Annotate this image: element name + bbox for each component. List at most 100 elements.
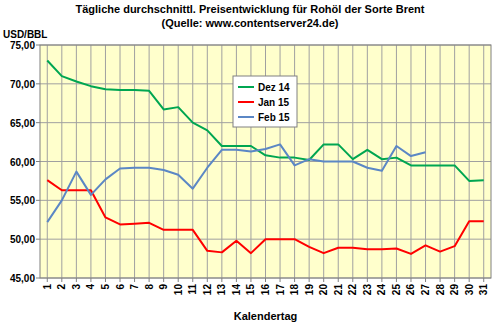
legend-label: Jan 15 <box>258 97 290 108</box>
x-grid-line <box>367 45 368 278</box>
background <box>0 0 500 326</box>
x-tick-label: 14 <box>231 284 242 296</box>
x-grid-line <box>483 45 484 278</box>
legend-label: Dez 14 <box>258 82 290 93</box>
x-tick <box>454 278 455 282</box>
x-tick-label: 2 <box>56 284 67 290</box>
x-tick <box>221 278 222 282</box>
x-tick-label: 25 <box>391 284 402 296</box>
x-grid-line <box>469 45 470 278</box>
x-tick-label: 27 <box>420 284 431 296</box>
x-grid-line <box>454 45 455 278</box>
x-tick <box>294 278 295 282</box>
x-tick <box>90 278 91 282</box>
legend-box <box>233 76 297 127</box>
x-tick-label: 3 <box>71 284 82 290</box>
x-tick <box>367 278 368 282</box>
x-tick <box>178 278 179 282</box>
x-tick <box>483 278 484 282</box>
x-tick-label: 21 <box>333 284 344 296</box>
x-tick <box>338 278 339 282</box>
x-tick-label: 30 <box>464 284 475 296</box>
x-grid-line <box>105 45 106 278</box>
x-tick <box>149 278 150 282</box>
x-axis-label: Kalendertag <box>234 310 298 322</box>
x-grid-line <box>149 45 150 278</box>
x-tick <box>265 278 266 282</box>
x-tick-label: 24 <box>376 284 387 296</box>
x-tick-label: 1 <box>42 284 53 290</box>
x-grid-line <box>309 45 310 278</box>
x-tick-label: 26 <box>405 284 416 296</box>
x-tick-label: 10 <box>173 284 184 296</box>
x-grid-line <box>134 45 135 278</box>
x-tick <box>207 278 208 282</box>
legend-swatch <box>238 101 254 103</box>
x-tick <box>396 278 397 282</box>
plot-frame <box>40 45 491 278</box>
x-tick <box>425 278 426 282</box>
x-tick <box>352 278 353 282</box>
x-grid-line <box>76 45 77 278</box>
y-tick <box>36 161 40 162</box>
x-tick <box>381 278 382 282</box>
y-tick <box>36 239 40 240</box>
series-line <box>47 61 483 181</box>
x-grid-line <box>440 45 441 278</box>
plot-area <box>40 45 491 278</box>
x-tick <box>440 278 441 282</box>
x-tick <box>76 278 77 282</box>
x-grid-line <box>425 45 426 278</box>
x-tick <box>250 278 251 282</box>
x-grid-line <box>221 45 222 278</box>
x-tick-label: 18 <box>289 284 300 296</box>
x-grid-line <box>47 45 48 278</box>
y-axis-label: USD/BBL <box>3 29 47 40</box>
chart: Tägliche durchschnittl. Preisentwicklung… <box>0 0 500 326</box>
x-tick <box>134 278 135 282</box>
x-grid-line <box>163 45 164 278</box>
x-grid-line <box>410 45 411 278</box>
x-tick-label: 17 <box>275 284 286 296</box>
x-tick <box>323 278 324 282</box>
legend-swatch <box>238 86 254 88</box>
series-line <box>47 144 425 222</box>
x-grid-line <box>192 45 193 278</box>
x-tick-label: 6 <box>115 284 126 290</box>
y-tick-label: 70,00 <box>10 79 35 90</box>
y-tick-label: 50,00 <box>10 234 35 245</box>
x-tick <box>61 278 62 282</box>
y-tick-label: 75,00 <box>10 40 35 51</box>
x-tick <box>192 278 193 282</box>
x-tick-label: 11 <box>187 284 198 295</box>
x-tick-label: 9 <box>158 284 169 290</box>
x-grid-line <box>207 45 208 278</box>
title: Tägliche durchschnittl. Preisentwicklung… <box>76 3 425 15</box>
x-tick-label: 31 <box>478 284 489 296</box>
x-grid-line <box>61 45 62 278</box>
x-tick-label: 13 <box>216 284 227 296</box>
x-tick-label: 12 <box>202 284 213 296</box>
x-grid-line <box>396 45 397 278</box>
x-grid-line <box>120 45 121 278</box>
x-tick-label: 23 <box>362 284 373 296</box>
subtitle: (Quelle: www.contentserver24.de) <box>162 17 339 29</box>
x-tick-label: 22 <box>347 284 358 296</box>
x-grid-line <box>178 45 179 278</box>
x-tick <box>469 278 470 282</box>
y-tick-label: 45,00 <box>10 273 35 284</box>
y-tick-label: 60,00 <box>10 157 35 168</box>
series-line <box>47 180 483 254</box>
x-tick-label: 16 <box>260 284 271 296</box>
x-tick-label: 20 <box>318 284 329 296</box>
x-tick <box>236 278 237 282</box>
y-tick <box>36 83 40 84</box>
x-tick-label: 7 <box>129 284 140 290</box>
y-tick-label: 55,00 <box>10 195 35 206</box>
y-tick <box>36 45 40 46</box>
y-tick <box>36 278 40 279</box>
x-tick <box>105 278 106 282</box>
series-group <box>47 61 483 254</box>
x-tick-label: 4 <box>85 284 96 290</box>
x-tick <box>47 278 48 282</box>
